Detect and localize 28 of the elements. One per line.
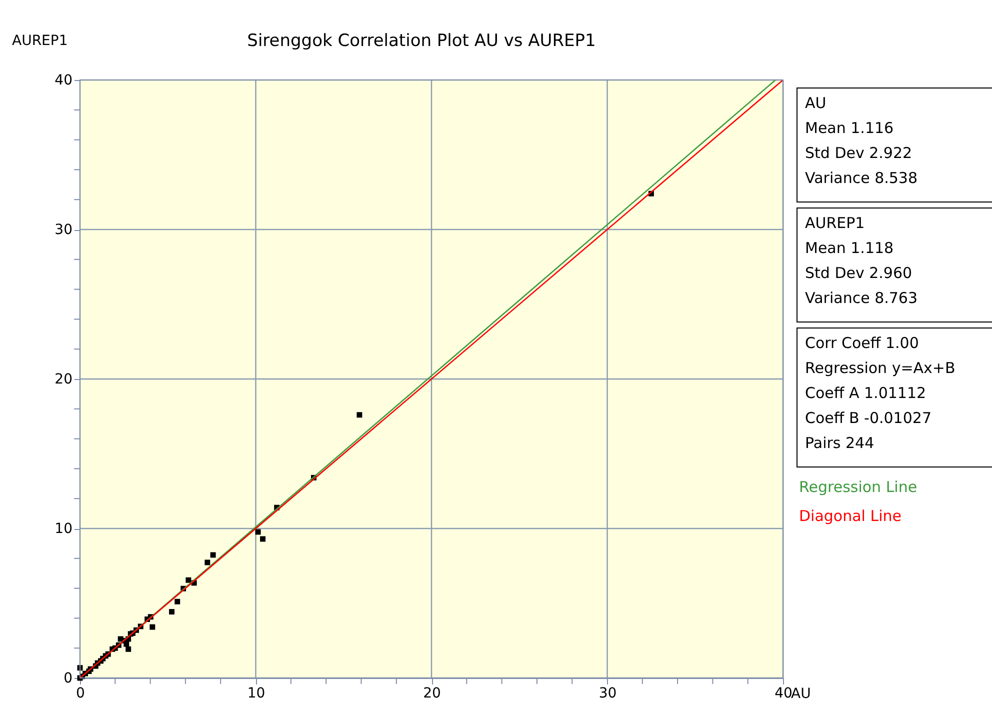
x-tick-label: 10 <box>247 686 266 702</box>
point <box>150 624 156 630</box>
text: AU Mean 1.116 Std Dev 2.922 Variance 8.538 <box>805 94 918 187</box>
point <box>174 598 180 604</box>
chart-title: Sirenggok Correlation Plot AU vs AUREP1 <box>247 31 596 51</box>
text: AUREP1 Mean 1.118 Std Dev 2.960 Variance 8.763 <box>805 214 918 307</box>
y-tick-label: 20 <box>54 372 72 388</box>
text: Corr Coeff 1.00 Regression y=Ax+B Coeff A 1.01112 Coeff B -0.01027 Pairs 244 <box>805 334 956 452</box>
y-tick-label: 0 <box>64 670 72 686</box>
point <box>169 609 174 615</box>
point <box>186 577 192 583</box>
point <box>260 536 266 542</box>
y-tick-label: 40 <box>54 72 72 88</box>
point <box>255 529 261 535</box>
point <box>356 412 362 418</box>
y-tick-label: 30 <box>54 222 72 238</box>
x-tick-label: 20 <box>423 686 441 702</box>
text: Diagonal Line <box>799 507 902 525</box>
x-axis-title: AU <box>791 686 811 702</box>
y-axis-title: AUREP1 <box>12 33 68 49</box>
point <box>204 560 210 566</box>
x-tick-label: 0 <box>76 686 85 702</box>
x-tick-label: 30 <box>598 686 617 702</box>
text: Regression Line <box>799 478 918 496</box>
x-tick-label: 40 <box>774 686 792 702</box>
point <box>126 646 132 652</box>
point <box>210 552 216 558</box>
y-tick-label: 10 <box>54 521 72 537</box>
